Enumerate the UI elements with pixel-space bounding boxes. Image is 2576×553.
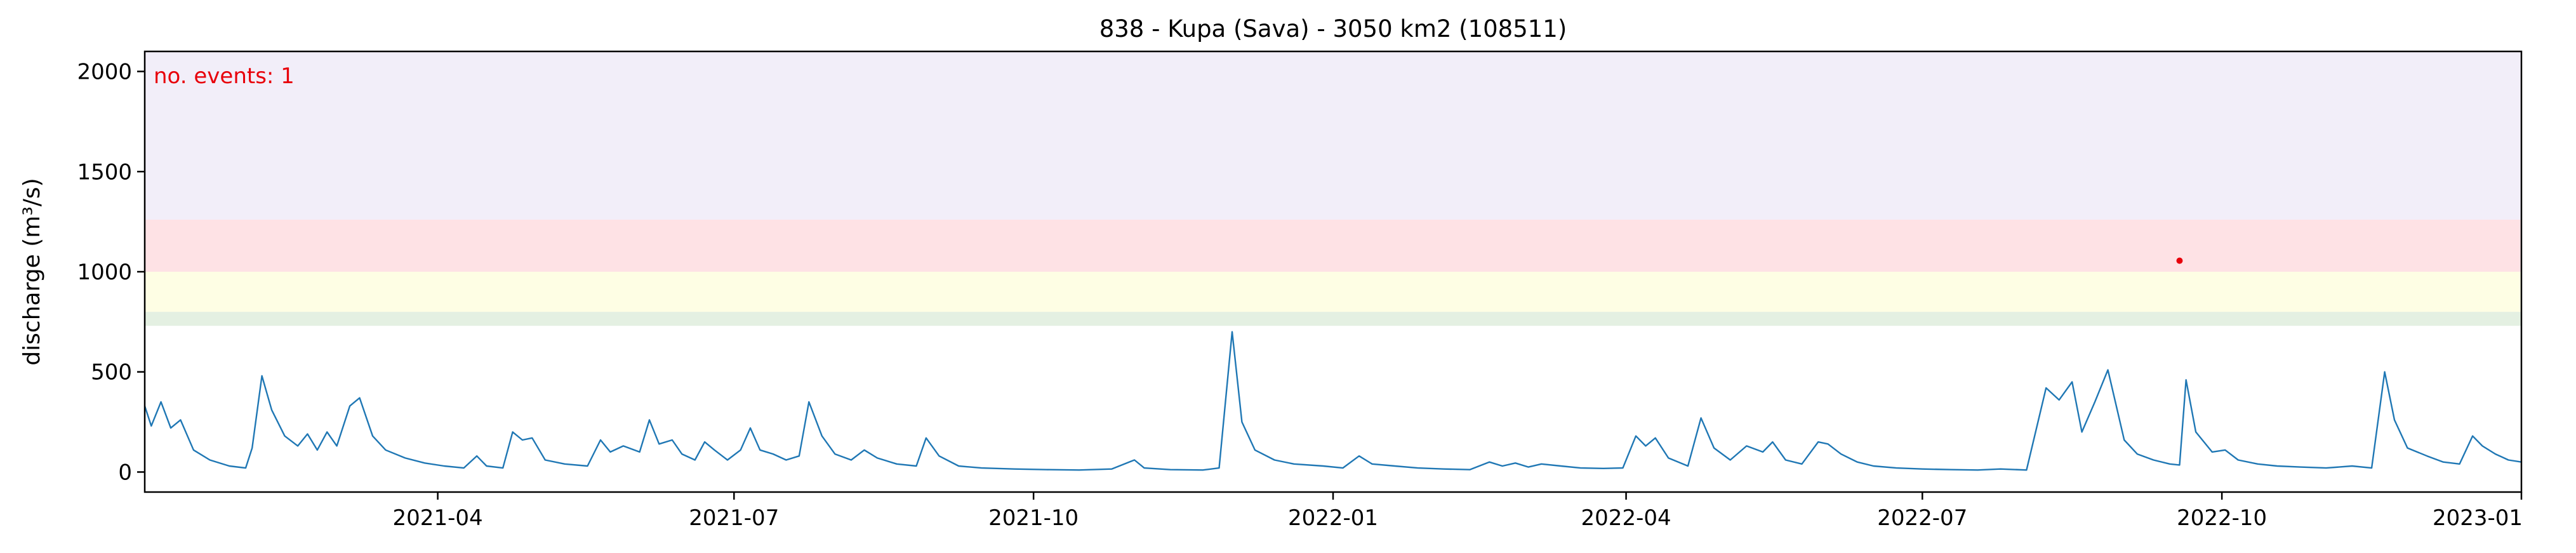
y-tick-label-3: 1500 [77, 159, 132, 185]
x-tick-label-2: 2021-10 [988, 505, 1079, 531]
event-marker-0 [2176, 257, 2183, 264]
x-tick-label-1: 2021-07 [689, 505, 779, 531]
x-tick-label-4: 2022-04 [1581, 505, 1671, 531]
y-axis-label: discharge (m³/s) [19, 178, 45, 365]
y-tick-label-2: 1000 [77, 260, 132, 285]
y-axis: 0 500 1000 1500 2000 [77, 60, 145, 485]
threshold-band-2 [145, 219, 2521, 272]
threshold-band-3 [145, 51, 2521, 220]
x-tick-label-0: 2021-04 [393, 505, 483, 531]
x-axis: 2021-04 2021-07 2021-10 2022-01 2022-04 2022-… [393, 492, 2523, 531]
threshold-bands [145, 51, 2521, 326]
x-tick-label-6: 2022-10 [2177, 505, 2267, 531]
threshold-band-0 [145, 312, 2521, 326]
y-tick-label-0: 0 [118, 460, 132, 485]
chart-title: 838 - Kupa (Sava) - 3050 km2 (108511) [1099, 15, 1567, 43]
x-tick-label-3: 2022-01 [1288, 505, 1378, 531]
series-line-0 [143, 331, 2522, 471]
events-layer [2176, 257, 2183, 264]
event-count-annotation: no. events: 1 [154, 63, 295, 89]
y-tick-label-4: 2000 [77, 60, 132, 85]
y-tick-label-1: 500 [91, 360, 132, 385]
x-tick-label-7: 2023-01 [2433, 505, 2523, 531]
series-layer [143, 331, 2522, 471]
x-tick-label-5: 2022-07 [1877, 505, 1967, 531]
threshold-band-1 [145, 272, 2521, 312]
